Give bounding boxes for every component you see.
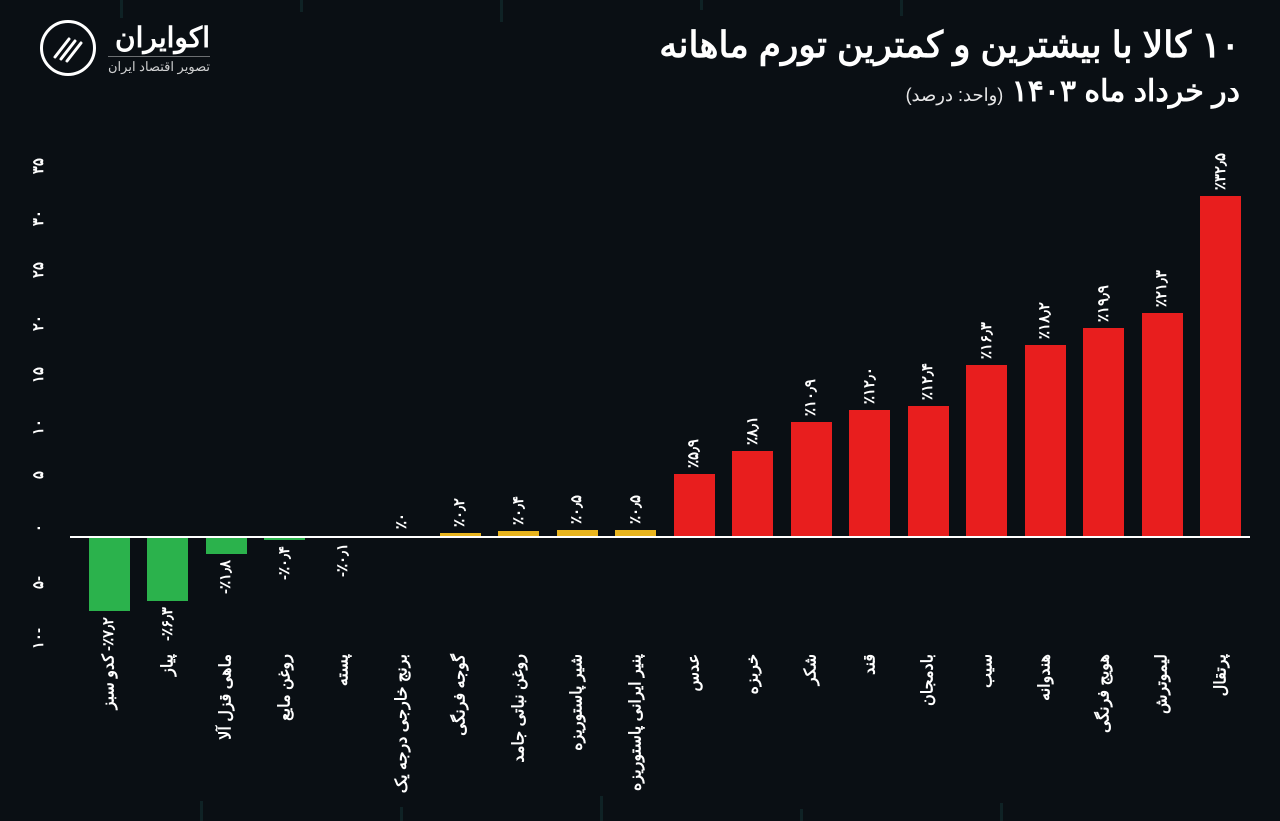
category-label: برنج خارجی درجه یک (392, 654, 411, 793)
brand-icon (40, 20, 96, 76)
bar-value-label: ٪۱۲٫۰ (861, 367, 879, 404)
bar-value-label: ٪۱۹٫۹ (1095, 285, 1113, 322)
bar (1200, 196, 1241, 535)
bar (674, 474, 715, 536)
category-label: روغن مایع (275, 654, 294, 721)
category-label: شیر پاستوریزه (568, 654, 587, 751)
zero-axis-line (70, 536, 1250, 538)
category-label: عدس (685, 654, 704, 691)
bar-value-label: ٪۰٫۴- (276, 546, 294, 580)
bar (1142, 313, 1183, 535)
bar (206, 536, 247, 555)
bar-slot: ٪۱۹٫۹هویج فرنگی (1075, 170, 1134, 640)
bar-slot: ٪۱۲٫۰قند (841, 170, 900, 640)
category-label: شکر (802, 654, 821, 685)
bar (1025, 345, 1066, 535)
category-label: خربزه (743, 654, 762, 694)
bar (732, 451, 773, 536)
bar-value-label: ٪۲۱٫۳ (1153, 270, 1171, 307)
bar-value-label: ٪۰٫۱- (334, 543, 352, 577)
bar-slot: ٪۰برنج خارجی درجه یک (373, 170, 432, 640)
y-tick: ۱۵ (30, 367, 48, 383)
category-label: هویج فرنگی (1094, 654, 1113, 733)
bar-slot: ٪۰٫۱-پسته (314, 170, 373, 640)
y-tick: ۳۵ (30, 158, 48, 174)
y-tick: -۱۰ (30, 628, 48, 649)
y-tick: ۱۰ (30, 419, 48, 435)
chart-title-line2: در خرداد ماه ۱۴۰۳ (واحد: درصد) (659, 74, 1240, 109)
y-tick: ۰ (30, 524, 48, 532)
y-tick: ۲۰ (30, 315, 48, 331)
bar-value-label: ٪۵٫۹ (685, 439, 703, 468)
bar (147, 536, 188, 602)
bar-value-label: ٪۷٫۲- (100, 617, 118, 651)
bar-value-label: ٪۸٫۱ (744, 416, 762, 445)
bar-value-label: ٪۰٫۵ (568, 495, 586, 524)
bar-slot: ٪۰٫۵شیر پاستوریزه (548, 170, 607, 640)
bar (908, 406, 949, 536)
bar-chart: -۱۰-۵۰۵۱۰۱۵۲۰۲۵۳۰۳۵ ٪۳۲٫۵پرتقال٪۲۱٫۳لیمو… (70, 170, 1250, 781)
bar-value-label: ٪۱٫۸- (217, 560, 235, 594)
bar-slot: ٪۱٫۸-ماهی قزل آلا (197, 170, 256, 640)
bar-slot: ٪۰٫۴روغن نباتی جامد (490, 170, 549, 640)
bar-slot: ٪۳۲٫۵پرتقال (1192, 170, 1251, 640)
brand-logo: اکوایران تصویر اقتصاد ایران (40, 20, 210, 76)
y-tick: -۵ (30, 576, 48, 589)
bar (966, 365, 1007, 535)
category-label: سیب (977, 654, 996, 688)
y-tick: ۵ (30, 471, 48, 479)
category-label: قند (860, 654, 879, 675)
bar-slot: ٪۱۸٫۲هندوانه (1016, 170, 1075, 640)
bar-slot: ٪۰٫۲گوجه فرنگی (431, 170, 490, 640)
category-label: لیموترش (1153, 654, 1172, 714)
category-label: هندوانه (1036, 654, 1055, 701)
bar-value-label: ٪۱۸٫۲ (1036, 302, 1054, 339)
bar-slot: ٪۰٫۴-روغن مایع (256, 170, 315, 640)
bar-slot: ٪۵٫۹عدس (665, 170, 724, 640)
header: ۱۰ کالا با بیشترین و کمترین تورم ماهانه … (40, 20, 1240, 109)
bar-value-label: ٪۳۲٫۵ (1212, 153, 1230, 190)
y-tick: ۳۰ (30, 210, 48, 226)
title-block: ۱۰ کالا با بیشترین و کمترین تورم ماهانه … (659, 20, 1240, 109)
bar (89, 536, 130, 611)
y-axis: -۱۰-۵۰۵۱۰۱۵۲۰۲۵۳۰۳۵ (30, 170, 70, 640)
category-label: پنیر ایرانی پاستوریزه (626, 654, 645, 791)
brand-name: اکوایران (108, 21, 210, 54)
bar (791, 422, 832, 536)
bar-slot: ٪۰٫۵پنیر ایرانی پاستوریزه (607, 170, 666, 640)
bar-value-label: ٪۰٫۲ (451, 498, 469, 527)
bar-value-label: ٪۶٫۳- (159, 607, 177, 641)
bar-slot: ٪۱۰٫۹شکر (782, 170, 841, 640)
bar-value-label: ٪۰٫۵ (627, 495, 645, 524)
bar-slot: ٪۷٫۲-کدو سبز (80, 170, 139, 640)
bar-slot: ٪۸٫۱خربزه (724, 170, 783, 640)
category-label: روغن نباتی جامد (509, 654, 528, 763)
chart-unit: (واحد: درصد) (906, 85, 1004, 105)
category-label: کدو سبز (100, 654, 119, 709)
category-label: ماهی قزل آلا (217, 654, 236, 740)
brand-tagline: تصویر اقتصاد ایران (108, 56, 210, 75)
category-label: پرتقال (1211, 654, 1230, 696)
bar-value-label: ٪۱۰٫۹ (802, 379, 820, 416)
bar (849, 410, 890, 535)
bar (1083, 328, 1124, 536)
category-label: بادمجان (919, 654, 938, 706)
bar-slot: ٪۱۶٫۳سیب (958, 170, 1017, 640)
bar-value-label: ٪۱۶٫۳ (978, 322, 996, 359)
bar-value-label: ٪۱۲٫۴ (919, 363, 937, 400)
chart-title-line1: ۱۰ کالا با بیشترین و کمترین تورم ماهانه (659, 20, 1240, 70)
bar-slot: ٪۲۱٫۳لیموترش (1133, 170, 1192, 640)
category-label: پیاز (158, 654, 177, 676)
bar-slot: ٪۱۲٫۴بادمجان (899, 170, 958, 640)
bar-slot: ٪۶٫۳-پیاز (139, 170, 198, 640)
bar-value-label: ٪۰ (393, 513, 411, 529)
bar-value-label: ٪۰٫۴ (510, 496, 528, 525)
bars-container: ٪۳۲٫۵پرتقال٪۲۱٫۳لیموترش٪۱۹٫۹هویج فرنگی٪۱… (80, 170, 1250, 640)
y-tick: ۲۵ (30, 262, 48, 278)
category-label: پسته (334, 654, 353, 686)
category-label: گوجه فرنگی (451, 654, 470, 736)
